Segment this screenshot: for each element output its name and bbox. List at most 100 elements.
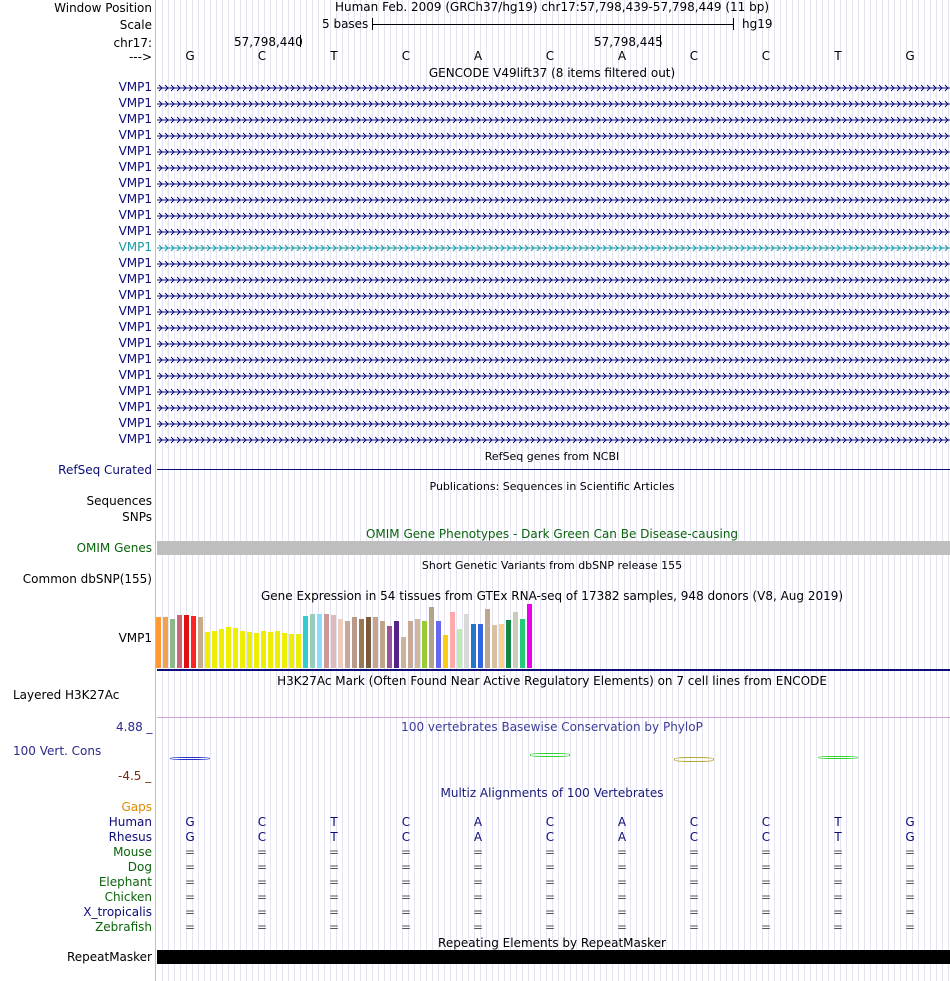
gencode-transcript[interactable] [157,418,950,428]
gencode-transcript[interactable] [157,322,950,332]
gtex-tissue-bar[interactable] [457,629,462,668]
multiz-species-label[interactable]: Elephant [98,875,152,889]
gencode-transcript-label[interactable]: VMP1 [118,336,152,350]
gtex-tissue-bar[interactable] [478,624,483,668]
gencode-transcript[interactable] [157,226,950,236]
gtex-tissue-bar[interactable] [275,631,280,668]
gtex-tissue-bar[interactable] [331,615,336,668]
gencode-transcript[interactable] [157,178,950,188]
multiz-species-label[interactable]: Dog [127,860,152,874]
gtex-tissue-bar[interactable] [366,617,371,668]
gtex-tissue-bar[interactable] [317,614,322,668]
gtex-expression-chart[interactable] [156,604,556,668]
dbsnp-label[interactable]: Common dbSNP(155) [22,572,152,586]
gtex-tissue-bar[interactable] [338,619,343,668]
multiz-species-label[interactable]: Zebrafish [95,920,152,934]
h3k27ac-label[interactable]: Layered H3K27Ac [13,688,120,702]
gencode-transcript[interactable] [157,290,950,300]
gtex-tissue-bar[interactable] [443,635,448,668]
gtex-tissue-bar[interactable] [282,633,287,668]
refseq-label[interactable]: RefSeq Curated [58,463,152,477]
gencode-transcript-label[interactable]: VMP1 [118,96,152,110]
multiz-species-label[interactable]: Human [108,815,152,829]
gtex-tissue-bar[interactable] [408,621,413,668]
gencode-transcript[interactable] [157,274,950,284]
refseq-gene-line[interactable] [157,469,950,470]
gtex-tissue-bar[interactable] [163,617,168,668]
gtex-tissue-bar[interactable] [352,617,357,668]
gtex-tissue-bar[interactable] [429,607,434,668]
gencode-transcript[interactable] [157,242,950,252]
gtex-tissue-bar[interactable] [261,631,266,668]
gencode-transcript[interactable] [157,258,950,268]
gencode-transcript-label[interactable]: VMP1 [118,272,152,286]
gencode-transcript[interactable] [157,82,950,92]
gtex-tissue-bar[interactable] [527,604,532,668]
gtex-tissue-bar[interactable] [471,624,476,668]
gtex-tissue-bar[interactable] [520,619,525,668]
gtex-tissue-bar[interactable] [380,621,385,668]
gencode-transcript[interactable] [157,338,950,348]
gencode-transcript-label[interactable]: VMP1 [118,384,152,398]
gtex-tissue-bar[interactable] [156,617,161,668]
gtex-tissue-bar[interactable] [373,617,378,668]
multiz-gaps-label[interactable]: Gaps [121,800,152,814]
multiz-species-label[interactable]: Chicken [104,890,152,904]
gtex-tissue-bar[interactable] [345,621,350,668]
gencode-transcript-label[interactable]: VMP1 [118,368,152,382]
gtex-label[interactable]: VMP1 [118,631,152,645]
gencode-transcript[interactable] [157,434,950,444]
gtex-tissue-bar[interactable] [247,632,252,668]
gtex-tissue-bar[interactable] [394,621,399,668]
gencode-transcript[interactable] [157,146,950,156]
gtex-tissue-bar[interactable] [401,637,406,668]
gencode-transcript-label[interactable]: VMP1 [118,256,152,270]
gencode-transcript[interactable] [157,370,950,380]
gtex-tissue-bar[interactable] [191,616,196,668]
gtex-tissue-bar[interactable] [359,619,364,668]
phylop-score-mark[interactable] [530,753,570,757]
gtex-tissue-bar[interactable] [296,634,301,668]
gtex-tissue-bar[interactable] [513,612,518,668]
gtex-tissue-bar[interactable] [303,616,308,668]
gtex-tissue-bar[interactable] [485,609,490,668]
omim-phenotype-bar[interactable] [157,541,950,555]
publications-snps-label[interactable]: SNPs [122,510,152,524]
gencode-transcript-label[interactable]: VMP1 [118,144,152,158]
gtex-tissue-bar[interactable] [233,628,238,668]
gtex-tissue-bar[interactable] [226,627,231,668]
phylop-score-mark[interactable] [674,757,714,762]
gencode-transcript[interactable] [157,130,950,140]
gtex-tissue-bar[interactable] [464,614,469,668]
gtex-tissue-bar[interactable] [506,620,511,668]
gencode-transcript-label[interactable]: VMP1 [118,320,152,334]
gencode-transcript-label[interactable]: VMP1 [118,160,152,174]
gtex-tissue-bar[interactable] [415,619,420,668]
multiz-species-label[interactable]: Rhesus [108,830,152,844]
repeatmasker-element-bar[interactable] [157,950,950,964]
gtex-tissue-bar[interactable] [387,626,392,668]
gtex-tissue-bar[interactable] [184,615,189,668]
gencode-transcript-label[interactable]: VMP1 [118,224,152,238]
gencode-transcript-label[interactable]: VMP1 [118,304,152,318]
gencode-transcript[interactable] [157,354,950,364]
gencode-transcript[interactable] [157,402,950,412]
gencode-transcript[interactable] [157,386,950,396]
multiz-species-label[interactable]: X_tropicalis [83,905,152,919]
gencode-transcript-label[interactable]: VMP1 [118,352,152,366]
gencode-transcript[interactable] [157,162,950,172]
omim-label[interactable]: OMIM Genes [76,541,152,555]
multiz-species-label[interactable]: Mouse [113,845,152,859]
gencode-transcript[interactable] [157,306,950,316]
gencode-transcript-label[interactable]: VMP1 [118,192,152,206]
gencode-transcript-label[interactable]: VMP1 [118,400,152,414]
gtex-tissue-bar[interactable] [177,615,182,668]
repeatmasker-label[interactable]: RepeatMasker [66,950,152,964]
gencode-transcript-label[interactable]: VMP1 [118,432,152,446]
gencode-transcript[interactable] [157,98,950,108]
gtex-tissue-bar[interactable] [212,631,217,668]
gencode-transcript-label[interactable]: VMP1 [118,288,152,302]
gencode-transcript-label[interactable]: VMP1 [118,176,152,190]
gtex-tissue-bar[interactable] [205,632,210,668]
